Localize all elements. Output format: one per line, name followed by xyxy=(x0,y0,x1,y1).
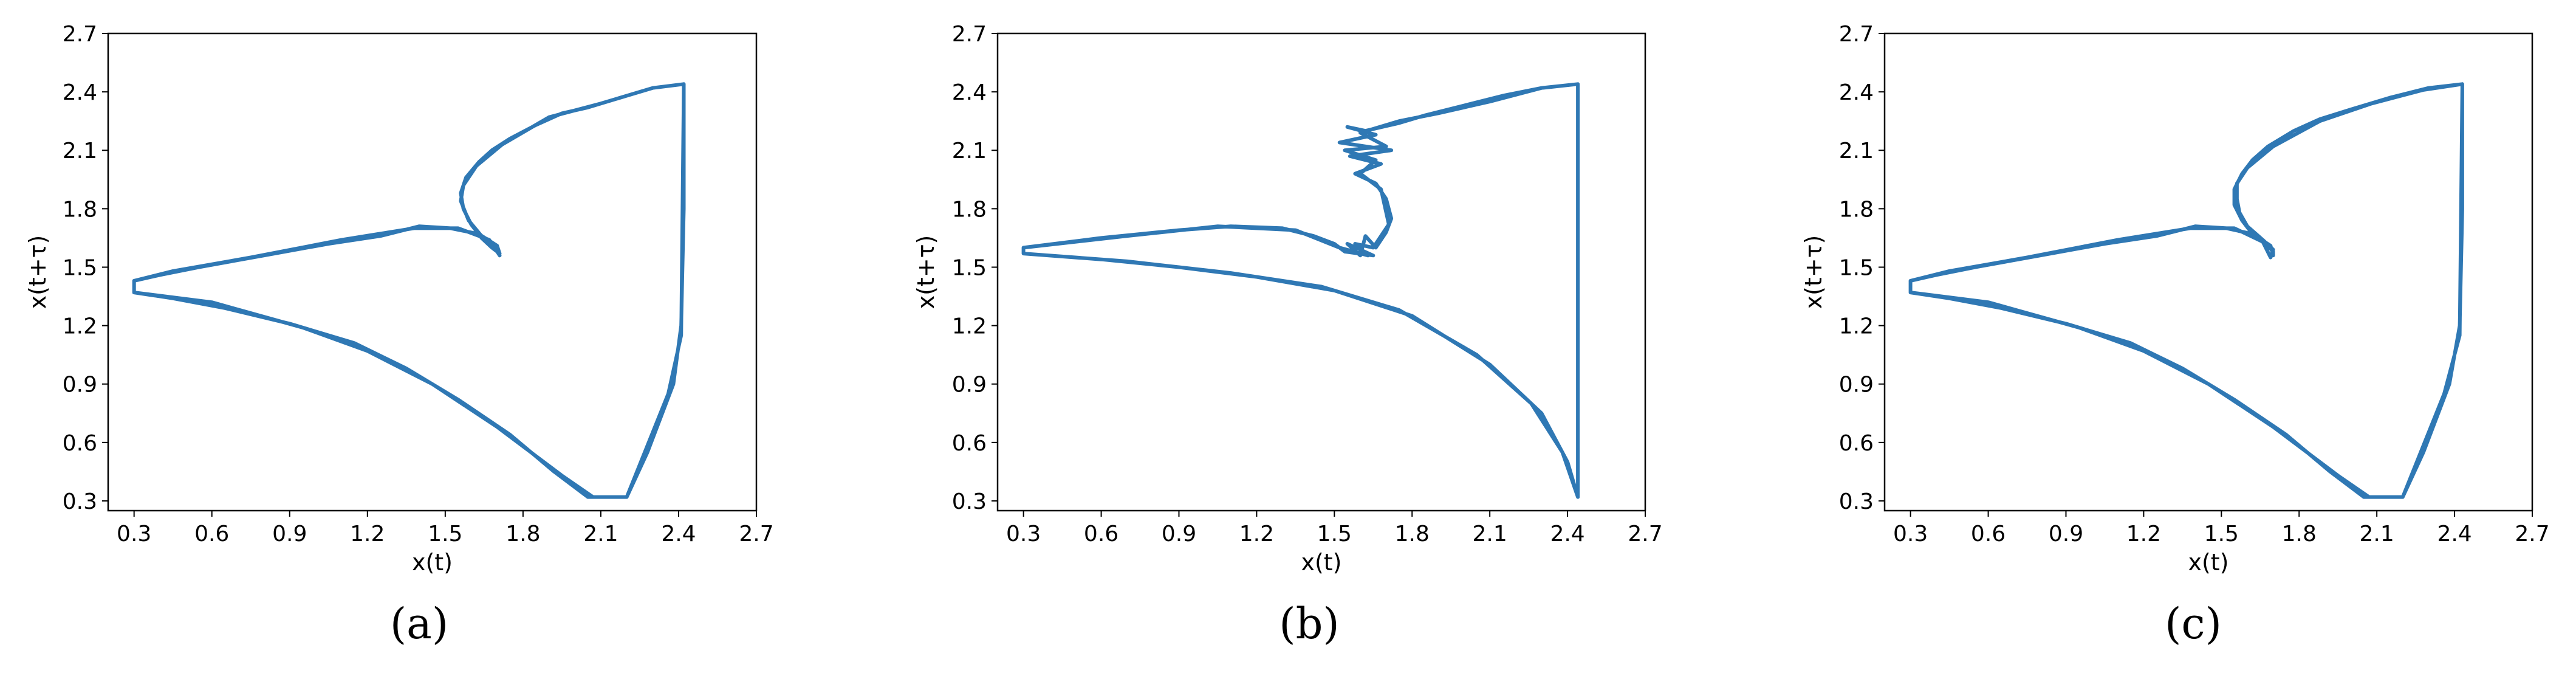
x-tick-label: 2.1 xyxy=(2360,522,2394,547)
x-tick-label: 1.5 xyxy=(1317,522,1352,547)
y-tick-label: 2.7 xyxy=(1839,22,1874,47)
panel-caption: (b) xyxy=(1279,599,1339,649)
x-tick-label: 1.8 xyxy=(2282,522,2317,547)
y-tick-label: 0.3 xyxy=(63,489,97,514)
x-tick-label: 1.2 xyxy=(1239,522,1274,547)
y-tick-label: 0.9 xyxy=(63,373,97,398)
x-tick-label: 1.2 xyxy=(2126,522,2161,547)
panel-caption: (a) xyxy=(390,599,448,649)
y-tick-label: 0.3 xyxy=(952,489,987,514)
x-tick-label: 0.9 xyxy=(2049,522,2083,547)
x-tick-label: 0.3 xyxy=(1006,522,1041,547)
x-tick-label: 2.4 xyxy=(1550,522,1584,547)
y-tick-label: 1.2 xyxy=(63,314,97,339)
series-line xyxy=(1908,82,2464,499)
panel-caption: (c) xyxy=(2165,599,2222,649)
y-tick-label: 2.1 xyxy=(952,139,987,164)
x-tick-label: 2.7 xyxy=(2515,522,2549,547)
x-tick-label: 2.4 xyxy=(661,522,696,547)
x-tick-label: 2.1 xyxy=(583,522,618,547)
x-tick-label: 1.2 xyxy=(350,522,385,547)
y-tick-label: 0.9 xyxy=(1839,373,1874,398)
y-tick-label: 1.8 xyxy=(952,197,987,222)
y-tick-label: 2.7 xyxy=(63,22,97,47)
y-tick-label: 1.8 xyxy=(1839,197,1874,222)
plot-frame xyxy=(1883,32,2533,512)
y-axis-label: x(t+τ) xyxy=(24,235,51,309)
series-line xyxy=(132,82,686,499)
y-tick-label: 1.5 xyxy=(952,255,987,280)
y-tick-label: 2.4 xyxy=(952,80,987,105)
y-tick-label: 0.6 xyxy=(1839,431,1874,456)
plot-frame xyxy=(996,32,1646,512)
y-tick-label: 2.7 xyxy=(952,22,987,47)
y-axis-label: x(t+τ) xyxy=(913,235,939,309)
x-tick-label: 0.9 xyxy=(1162,522,1196,547)
y-tick-label: 0.6 xyxy=(63,431,97,456)
x-tick-label: 2.7 xyxy=(1628,522,1662,547)
x-tick-label: 2.4 xyxy=(2437,522,2472,547)
y-tick-label: 0.3 xyxy=(1839,489,1874,514)
x-tick-label: 1.8 xyxy=(1395,522,1430,547)
series-line xyxy=(1021,82,1580,499)
x-tick-label: 2.7 xyxy=(739,522,773,547)
y-tick-label: 2.1 xyxy=(1839,139,1874,164)
x-tick-label: 2.1 xyxy=(1473,522,1507,547)
y-axis-label: x(t+τ) xyxy=(1800,235,1827,309)
y-tick-label: 0.6 xyxy=(952,431,987,456)
panel-c: 0.3 0.6 0.9 1.2 1.5 1.8 2.1 2.4 2.7 0.3 0.6 0.9 1.2 1… xyxy=(1800,22,2550,649)
y-tick-label: 2.4 xyxy=(1839,80,1874,105)
x-tick-label: 0.6 xyxy=(194,522,229,547)
y-tick-label: 0.9 xyxy=(952,373,987,398)
x-tick-label: 1.5 xyxy=(428,522,462,547)
x-tick-label: 0.6 xyxy=(1971,522,2006,547)
x-axis-label: x(t) xyxy=(1301,549,1341,576)
x-tick-label: 0.6 xyxy=(1084,522,1118,547)
x-axis-label: x(t) xyxy=(2188,549,2228,576)
y-tick-label: 2.1 xyxy=(63,139,97,164)
plot-frame xyxy=(107,32,758,512)
x-tick-label: 0.3 xyxy=(1893,522,1928,547)
x-tick-label: 0.3 xyxy=(117,522,151,547)
y-tick-label: 2.4 xyxy=(63,80,97,105)
x-tick-label: 0.9 xyxy=(272,522,307,547)
y-tick-label: 1.5 xyxy=(63,255,97,280)
panel-b: 0.3 0.6 0.9 1.2 1.5 1.8 2.1 2.4 2.7 0.3 0.6 0.9 1.2 1… xyxy=(913,22,1663,649)
x-axis-label: x(t) xyxy=(412,549,453,576)
x-tick-label: 1.5 xyxy=(2204,522,2239,547)
y-tick-label: 1.5 xyxy=(1839,255,1874,280)
x-tick-label: 1.8 xyxy=(505,522,540,547)
y-tick-label: 1.2 xyxy=(1839,314,1874,339)
panel-a: 0.3 0.6 0.9 1.2 1.5 1.8 2.1 2.4 2.7 0.3 0.6 0.9 1.2 1… xyxy=(24,22,774,649)
y-tick-label: 1.8 xyxy=(63,197,97,222)
y-tick-label: 1.2 xyxy=(952,314,987,339)
